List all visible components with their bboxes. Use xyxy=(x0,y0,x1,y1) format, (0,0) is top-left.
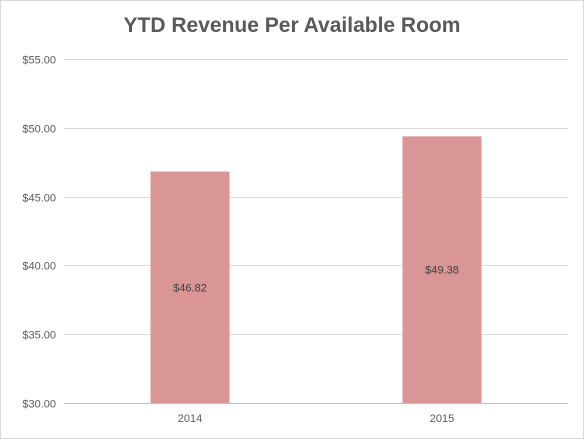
chart-title: YTD Revenue Per Available Room xyxy=(123,14,461,37)
y-tick-label: $35.00 xyxy=(22,330,56,342)
y-tick-label: $40.00 xyxy=(22,261,56,273)
bars xyxy=(150,136,482,403)
data-labels: $46.82 $49.38 xyxy=(173,265,459,295)
x-axis: 2014 2015 xyxy=(178,413,454,425)
y-tick-label: $55.00 xyxy=(22,55,56,67)
bar-2015 xyxy=(402,136,482,403)
y-tick-label: $50.00 xyxy=(22,124,56,136)
gridlines xyxy=(64,59,568,404)
data-label: $49.38 xyxy=(425,265,459,277)
y-tick-label: $45.00 xyxy=(22,193,56,205)
y-axis: $30.00 $35.00 $40.00 $45.00 $50.00 $55.00 xyxy=(22,55,56,411)
data-label: $46.82 xyxy=(173,282,207,294)
x-tick-label: 2014 xyxy=(178,413,202,425)
bar-2014 xyxy=(150,171,230,403)
x-tick-label: 2015 xyxy=(430,413,454,425)
y-tick-label: $30.00 xyxy=(22,399,56,411)
